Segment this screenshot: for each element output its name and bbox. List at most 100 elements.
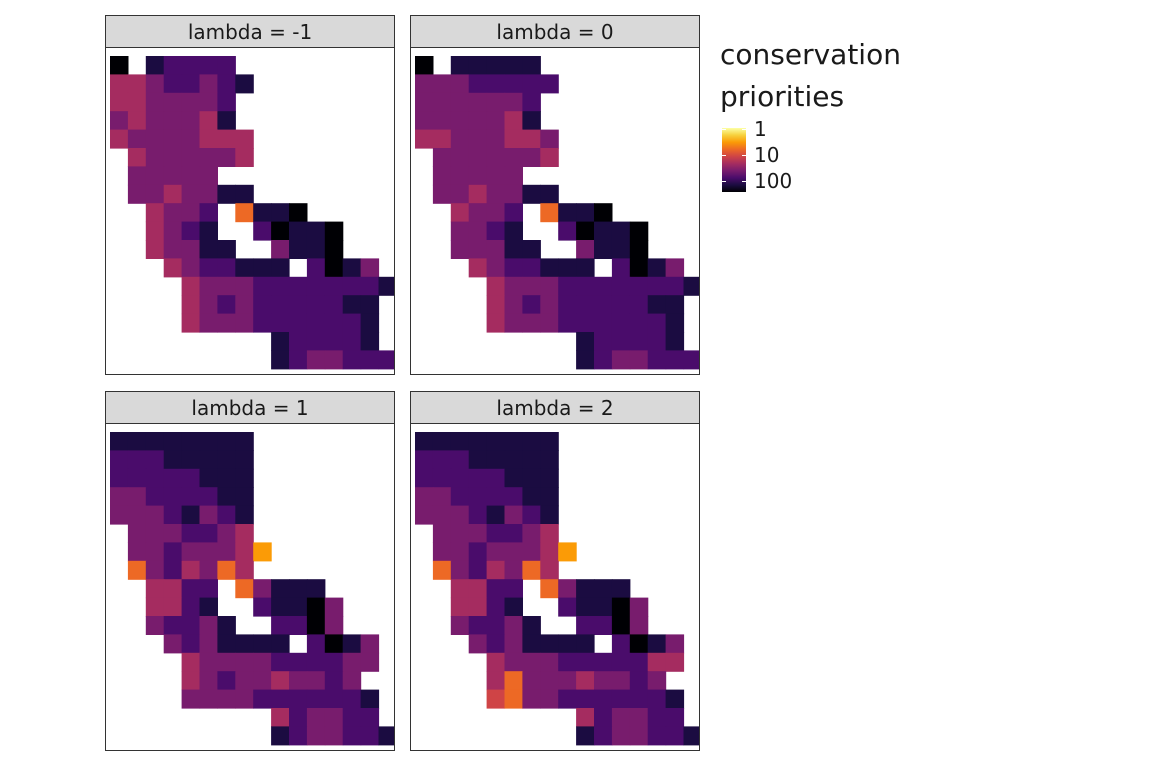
- heatmap-cell: [181, 432, 201, 451]
- heatmap-cell: [271, 332, 290, 351]
- heatmap-cell: [181, 689, 201, 709]
- heatmap-cell: [486, 184, 506, 204]
- heatmap-cell: [504, 616, 523, 635]
- heatmap-cell: [163, 74, 183, 94]
- heatmap-cell: [253, 276, 272, 296]
- heatmap-cell: [504, 276, 523, 296]
- heatmap-cell: [235, 148, 254, 167]
- facet-strip-label: lambda = 2: [410, 391, 700, 424]
- heatmap-cell: [629, 689, 649, 709]
- heatmap-cell: [611, 597, 631, 617]
- heatmap-cell: [110, 111, 129, 131]
- heatmap-cell: [611, 616, 631, 635]
- heatmap-cell: [163, 597, 183, 617]
- heatmap-cell: [647, 258, 667, 278]
- heatmap-plot-area: [105, 47, 395, 375]
- heatmap-cell: [450, 129, 470, 149]
- heatmap-cell: [611, 295, 631, 315]
- heatmap-cell: [217, 240, 236, 259]
- heatmap-cell: [289, 671, 308, 691]
- heatmap-cell: [522, 560, 541, 580]
- facet-panel-1: lambda = -1: [105, 15, 395, 375]
- heatmap-cell: [486, 111, 506, 131]
- heatmap-cell: [181, 597, 201, 617]
- heatmap-cell: [342, 313, 362, 333]
- heatmap-cell: [540, 560, 559, 580]
- heatmap-cell: [629, 597, 649, 617]
- heatmap-cell: [486, 634, 506, 654]
- heatmap-cell: [450, 524, 470, 543]
- heatmap-cell: [611, 634, 631, 654]
- heatmap-cell: [324, 258, 344, 278]
- heatmap-cell: [217, 450, 236, 470]
- heatmap-cell: [271, 203, 290, 223]
- heatmap-cell: [450, 56, 470, 75]
- heatmap-cell: [306, 634, 326, 654]
- heatmap-cell: [558, 597, 577, 617]
- heatmap-cell: [181, 148, 201, 167]
- heatmap-cell: [647, 295, 667, 315]
- heatmap-cell: [647, 652, 667, 672]
- heatmap-cell: [342, 350, 362, 370]
- heatmap-cell: [110, 450, 129, 470]
- heatmap-cell: [468, 524, 488, 543]
- heatmap-cell: [217, 184, 236, 204]
- heatmap-cell: [306, 295, 326, 315]
- heatmap-cell: [253, 597, 272, 617]
- legend-colorbar: [722, 128, 746, 192]
- heatmap-cell: [576, 350, 595, 370]
- heatmap-cell: [611, 671, 631, 691]
- heatmap-cell: [540, 505, 559, 525]
- heatmap-plot-area: [105, 423, 395, 751]
- heatmap-cell: [163, 258, 183, 278]
- heatmap-cell: [306, 258, 326, 278]
- legend-label-1: 1: [754, 117, 767, 141]
- heatmap-cell: [594, 597, 613, 617]
- heatmap-cell: [271, 276, 290, 296]
- heatmap-cell: [450, 221, 470, 241]
- heatmap-cell: [235, 542, 254, 562]
- heatmap-cell: [468, 450, 488, 470]
- heatmap-cell: [522, 634, 541, 654]
- legend-tick: [722, 181, 726, 182]
- heatmap-cell: [594, 708, 613, 727]
- heatmap-cell: [289, 726, 308, 746]
- heatmap-cell: [450, 111, 470, 131]
- heatmap-cell: [540, 148, 559, 167]
- heatmap-cell: [324, 332, 344, 351]
- heatmap-cell: [127, 184, 147, 204]
- heatmap-cell: [486, 487, 506, 507]
- heatmap-cell: [127, 111, 147, 131]
- heatmap-cell: [127, 560, 147, 580]
- heatmap-cell: [486, 258, 506, 278]
- heatmap-cell: [181, 652, 201, 672]
- heatmap-cell: [324, 276, 344, 296]
- heatmap-cell: [486, 468, 506, 488]
- heatmap-cell: [611, 332, 631, 351]
- heatmap-cell: [486, 671, 506, 691]
- heatmap-cell: [163, 505, 183, 525]
- heatmap-cell: [540, 579, 559, 599]
- heatmap-cell: [217, 111, 236, 131]
- heatmap-cell: [415, 468, 434, 488]
- heatmap-cell: [522, 184, 541, 204]
- heatmap-cell: [611, 726, 631, 746]
- heatmap-cell: [110, 487, 129, 507]
- heatmap-cell: [163, 203, 183, 223]
- heatmap-cell: [110, 92, 129, 112]
- heatmap-cell: [145, 487, 165, 507]
- heatmap-cell: [576, 708, 595, 727]
- heatmap-cell: [217, 258, 236, 278]
- heatmap-cell: [540, 276, 559, 296]
- heatmap-cell: [450, 184, 470, 204]
- heatmap-cell: [504, 450, 523, 470]
- heatmap-cell: [486, 652, 506, 672]
- heatmap-cell: [665, 708, 685, 727]
- heatmap-cell: [289, 313, 308, 333]
- heatmap-cell: [486, 689, 506, 709]
- heatmap-cell: [432, 166, 452, 186]
- heatmap-cell: [558, 542, 577, 562]
- heatmap-cell: [110, 129, 129, 149]
- heatmap-cell: [110, 56, 129, 75]
- heatmap-cell: [145, 560, 165, 580]
